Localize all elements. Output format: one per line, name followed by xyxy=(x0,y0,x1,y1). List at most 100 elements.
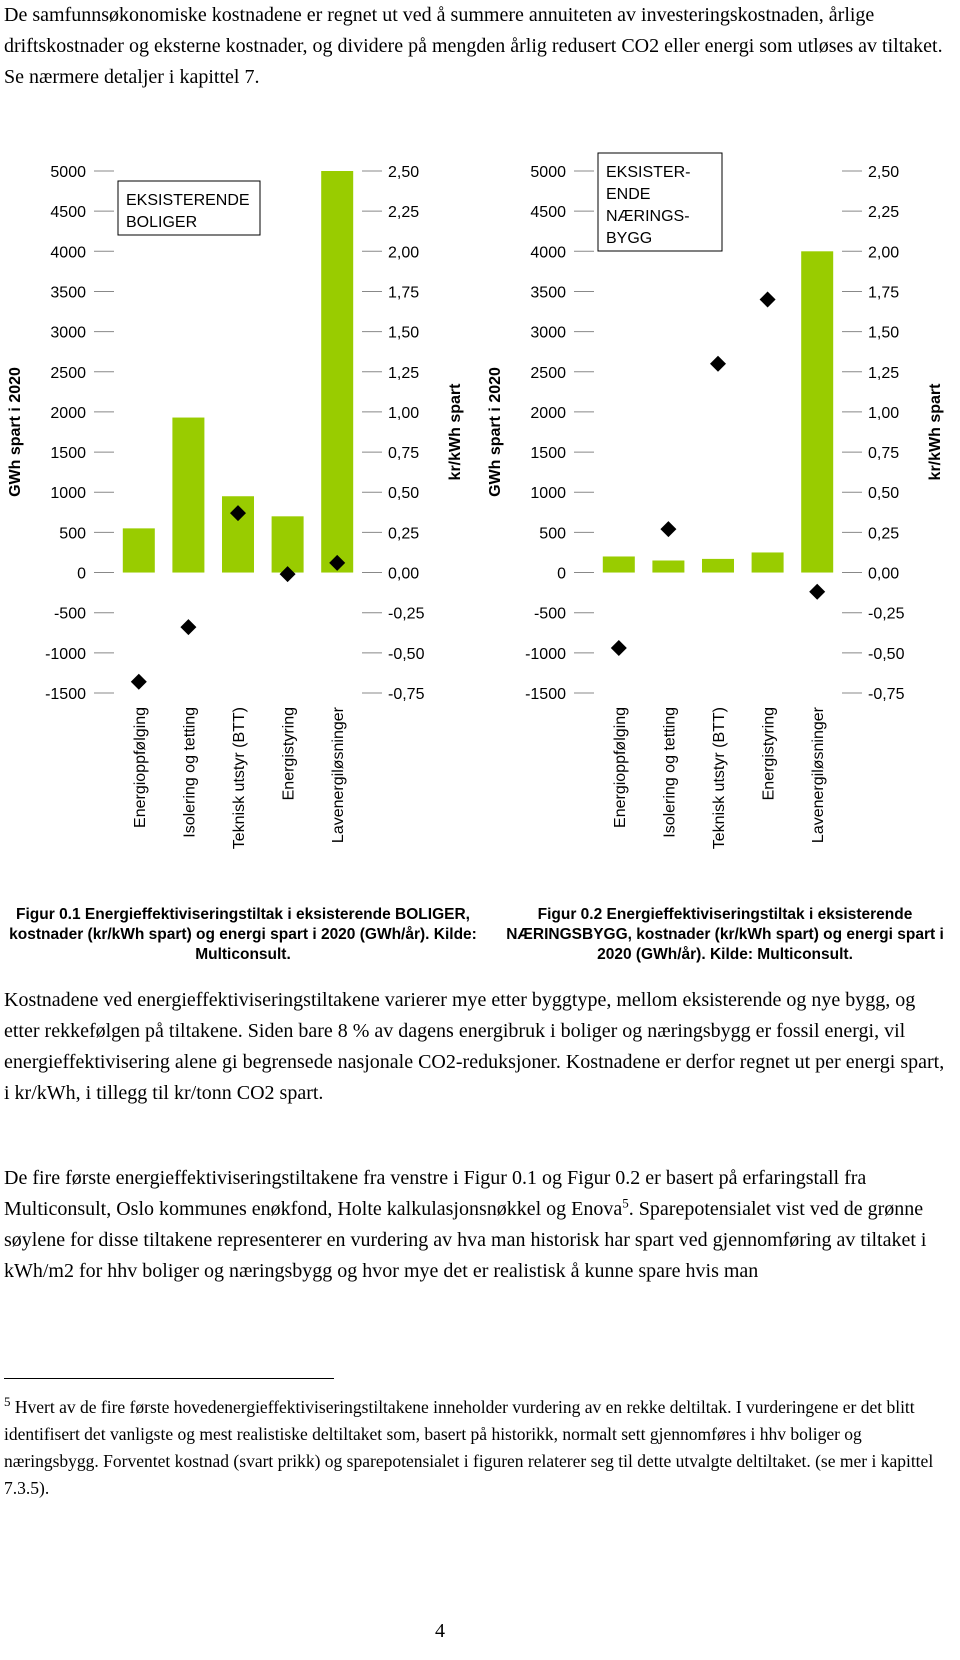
annotation-text: EKSISTERENDE xyxy=(126,192,250,209)
y-axis-label: GWh spart i 2020 xyxy=(487,367,504,497)
annotation-text: BOLIGER xyxy=(126,214,197,231)
x-tick-label: Lavenergiløsninger xyxy=(810,706,827,843)
y-tick-label: 4500 xyxy=(530,204,566,221)
y-tick-label: 2000 xyxy=(50,405,86,422)
y2-tick-label: 1,50 xyxy=(388,325,419,342)
y2-tick-label: -0,25 xyxy=(388,606,425,623)
y-tick-label: 4000 xyxy=(530,244,566,261)
y-tick-label: -1500 xyxy=(525,686,566,703)
bar xyxy=(172,417,205,573)
y2-tick-label: 2,50 xyxy=(388,164,419,181)
y2-tick-label: 2,25 xyxy=(868,204,899,221)
x-tick-label: Isolering og tetting xyxy=(661,707,678,838)
y-tick-label: 2500 xyxy=(50,365,86,382)
chart: -1500 -1000 -500 0 500 1000 1500 2000 2500 3000 35… xyxy=(7,164,464,849)
y-tick-label: 5000 xyxy=(50,164,86,181)
figures: -1500 -1000 -500 0 500 1000 1500 2000 2500 3000 35… xyxy=(0,145,960,895)
y2-tick-label: 2,00 xyxy=(868,244,899,261)
paragraph: Kostnadene ved energieffektiviseringstil… xyxy=(4,989,945,1104)
x-tick-label: Energioppfølging xyxy=(612,707,629,828)
y2-tick-label: -0,50 xyxy=(388,646,425,663)
y-tick-label: 3500 xyxy=(50,284,86,301)
y2-tick-label: 1,50 xyxy=(868,325,899,342)
cost-marker xyxy=(759,291,776,308)
intro: De samfunnsøkonomiske kostnadene er regn… xyxy=(4,4,943,88)
text: De fire første energieffektiviseringstil… xyxy=(4,1167,867,1220)
chart: -1500 -1000 -500 0 500 1000 1500 2000 2500 3000 35… xyxy=(487,152,944,849)
y-tick-label: 1500 xyxy=(50,445,86,462)
y2-axis-label: kr/kWh spart xyxy=(927,383,944,481)
x-tick-label: Energioppfølging xyxy=(132,707,149,828)
cost-marker xyxy=(230,505,246,522)
annotation-text: ENDE xyxy=(606,186,650,203)
y2-tick-label: 1,25 xyxy=(868,365,899,382)
x-tick-label: Lavenergiløsninger xyxy=(330,706,347,843)
bar xyxy=(122,528,155,573)
y-tick-label: 2000 xyxy=(530,405,566,422)
cost-marker xyxy=(710,355,726,372)
y2-tick-label: 2,25 xyxy=(388,204,419,221)
y-tick-label: 4000 xyxy=(50,244,86,261)
y-tick-label: 2500 xyxy=(530,365,566,382)
cost-marker xyxy=(130,673,147,690)
y-tick-label: -1000 xyxy=(525,646,566,663)
y2-tick-label: 0,00 xyxy=(388,566,419,583)
y-tick-label: 5000 xyxy=(530,164,566,181)
x-tick-label: Energistyring xyxy=(281,707,298,800)
y2-tick-label: -0,50 xyxy=(868,646,905,663)
y2-tick-label: -0,25 xyxy=(868,606,905,623)
annotation-box xyxy=(597,152,723,252)
bar xyxy=(602,556,635,573)
bar xyxy=(652,560,685,573)
y2-tick-label: 2,50 xyxy=(868,164,899,181)
cost-marker xyxy=(180,619,197,636)
y2-tick-label: 1,00 xyxy=(388,405,419,422)
caption: Figur 0.2 Energieffektiviseringstiltak i… xyxy=(506,906,944,963)
x-tick-label: Teknisk utstyr (BTT) xyxy=(711,707,728,849)
cost-marker xyxy=(610,640,627,657)
y2-tick-label: 0,00 xyxy=(868,566,899,583)
x-tick-label: Teknisk utstyr (BTT) xyxy=(231,707,248,849)
y-axis-label: GWh spart i 2020 xyxy=(7,367,24,497)
y2-tick-label: 0,75 xyxy=(388,445,419,462)
x-tick-label: Energistyring xyxy=(761,707,778,800)
y2-tick-label: 0,25 xyxy=(868,525,899,542)
y2-tick-label: 0,75 xyxy=(868,445,899,462)
y2-tick-label: 2,00 xyxy=(388,244,419,261)
y-tick-label: -1500 xyxy=(45,686,86,703)
y-tick-label: -500 xyxy=(54,606,86,623)
caption: Figur 0.1 Energieffektiviseringstiltak i… xyxy=(9,906,477,963)
cost-marker xyxy=(809,583,826,600)
bar xyxy=(801,251,834,573)
page-number: 4 xyxy=(435,1620,445,1642)
bar xyxy=(321,171,354,573)
y-tick-label: 1500 xyxy=(530,445,566,462)
y-tick-label: 3000 xyxy=(530,325,566,342)
y2-tick-label: -0,75 xyxy=(868,686,905,703)
footnote-rule xyxy=(4,1378,334,1379)
y-tick-label: -500 xyxy=(534,606,566,623)
y-tick-label: 0 xyxy=(77,566,86,583)
y2-axis-label: kr/kWh spart xyxy=(447,383,464,481)
paragraph: De fire første energieffektiviseringstil… xyxy=(4,1163,954,1287)
y-tick-label: 1000 xyxy=(50,485,86,502)
cost-marker xyxy=(329,554,346,571)
y2-tick-label: 0,25 xyxy=(388,525,419,542)
y-tick-label: 3500 xyxy=(530,284,566,301)
y-tick-label: 3000 xyxy=(50,325,86,342)
y-tick-label: 1000 xyxy=(530,485,566,502)
bar xyxy=(702,558,734,573)
footnote-ref: 5 xyxy=(622,1195,629,1211)
cost-marker xyxy=(660,521,677,538)
y-tick-label: 500 xyxy=(539,525,566,542)
y2-tick-label: -0,75 xyxy=(388,686,425,703)
footnote-number: 5 xyxy=(4,1394,11,1410)
y2-tick-label: 1,25 xyxy=(388,365,419,382)
text: . Sparepotensialet vist ved de grønne sø… xyxy=(4,1198,927,1282)
y2-tick-label: 1,00 xyxy=(868,405,899,422)
annotation-text: EKSISTER- xyxy=(606,164,690,181)
annotation-box xyxy=(117,180,261,236)
y2-tick-label: 1,75 xyxy=(388,284,419,301)
cost-marker xyxy=(279,566,296,583)
